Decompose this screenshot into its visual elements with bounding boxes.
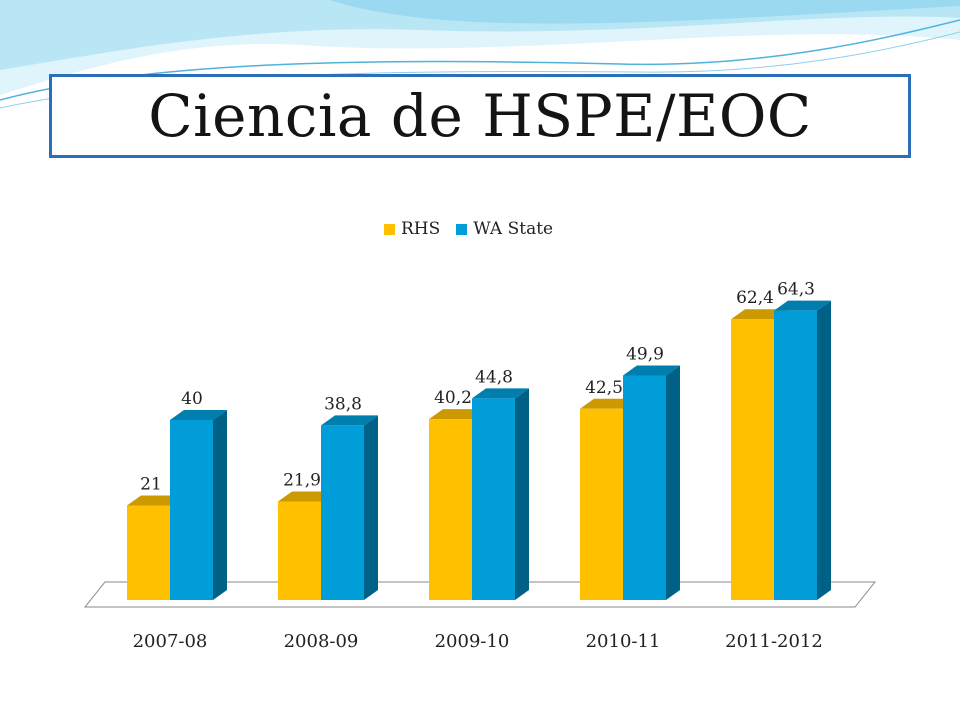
bar-1-2 — [472, 398, 515, 600]
bar-1-0 — [170, 420, 213, 600]
legend-item-wa-state: WA State — [456, 219, 553, 239]
bar-1-3 — [623, 375, 666, 600]
x-tick-label-4: 2011-2012 — [725, 631, 823, 652]
bar-top-0-0 — [127, 495, 184, 506]
bar-top-0-3 — [580, 398, 637, 409]
x-tick-label-2: 2009-10 — [435, 631, 510, 652]
bar-side-1-2 — [515, 388, 529, 600]
bar-0-4 — [731, 319, 774, 600]
data-label-0-2: 40,2 — [434, 388, 472, 408]
x-tick-label-0: 2007-08 — [133, 631, 208, 652]
legend-label-wa-state: WA State — [473, 219, 554, 239]
data-label-1-0: 40 — [181, 389, 203, 409]
bar-0-1 — [278, 501, 321, 600]
legend-label-rhs: RHS — [401, 219, 441, 239]
data-label-0-0: 21 — [140, 475, 162, 495]
bar-top-0-2 — [429, 409, 486, 420]
bar-top-1-2 — [472, 388, 529, 399]
bar-1-4 — [774, 310, 817, 600]
bar-1-1 — [321, 425, 364, 600]
chart-legend: RHS WA State — [384, 219, 553, 239]
bar-top-1-1 — [321, 415, 378, 426]
bar-side-1-4 — [817, 300, 831, 600]
data-label-1-3: 49,9 — [626, 344, 664, 364]
x-tick-label-3: 2010-11 — [586, 631, 661, 652]
bar-0-2 — [429, 419, 472, 600]
data-label-0-4: 62,4 — [736, 288, 774, 308]
legend-swatch-rhs — [384, 223, 395, 235]
bar-top-1-3 — [623, 365, 680, 376]
data-label-1-1: 38,8 — [324, 394, 362, 414]
bar-top-1-0 — [170, 410, 227, 420]
bar-side-1-0 — [213, 410, 227, 600]
data-label-1-4: 64,3 — [777, 280, 815, 300]
bar-0-0 — [127, 505, 170, 600]
slide-title: Ciencia de HSPE/EOC — [148, 82, 812, 150]
bar-0-3 — [580, 408, 623, 600]
bar-top-0-1 — [278, 491, 335, 502]
title-box: Ciencia de HSPE/EOC — [49, 74, 911, 158]
background-waves — [0, 0, 960, 109]
legend-item-rhs: RHS — [384, 219, 440, 239]
x-tick-label-1: 2008-09 — [284, 631, 359, 652]
bar-top-1-4 — [774, 300, 831, 311]
data-label-1-2: 44,8 — [475, 367, 513, 387]
bar-side-1-1 — [364, 415, 378, 600]
legend-swatch-wa-state — [456, 223, 468, 235]
bar-top-0-4 — [731, 309, 788, 320]
bar-side-1-3 — [666, 365, 680, 600]
data-label-0-3: 42,5 — [585, 378, 623, 398]
data-label-0-1: 21,9 — [283, 470, 321, 490]
